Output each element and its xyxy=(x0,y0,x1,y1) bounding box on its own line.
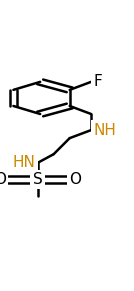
Text: NH: NH xyxy=(93,123,116,138)
Text: O: O xyxy=(69,172,81,187)
Text: F: F xyxy=(93,74,102,89)
Text: S: S xyxy=(33,172,42,187)
Text: HN: HN xyxy=(13,155,36,171)
Text: O: O xyxy=(0,172,6,187)
